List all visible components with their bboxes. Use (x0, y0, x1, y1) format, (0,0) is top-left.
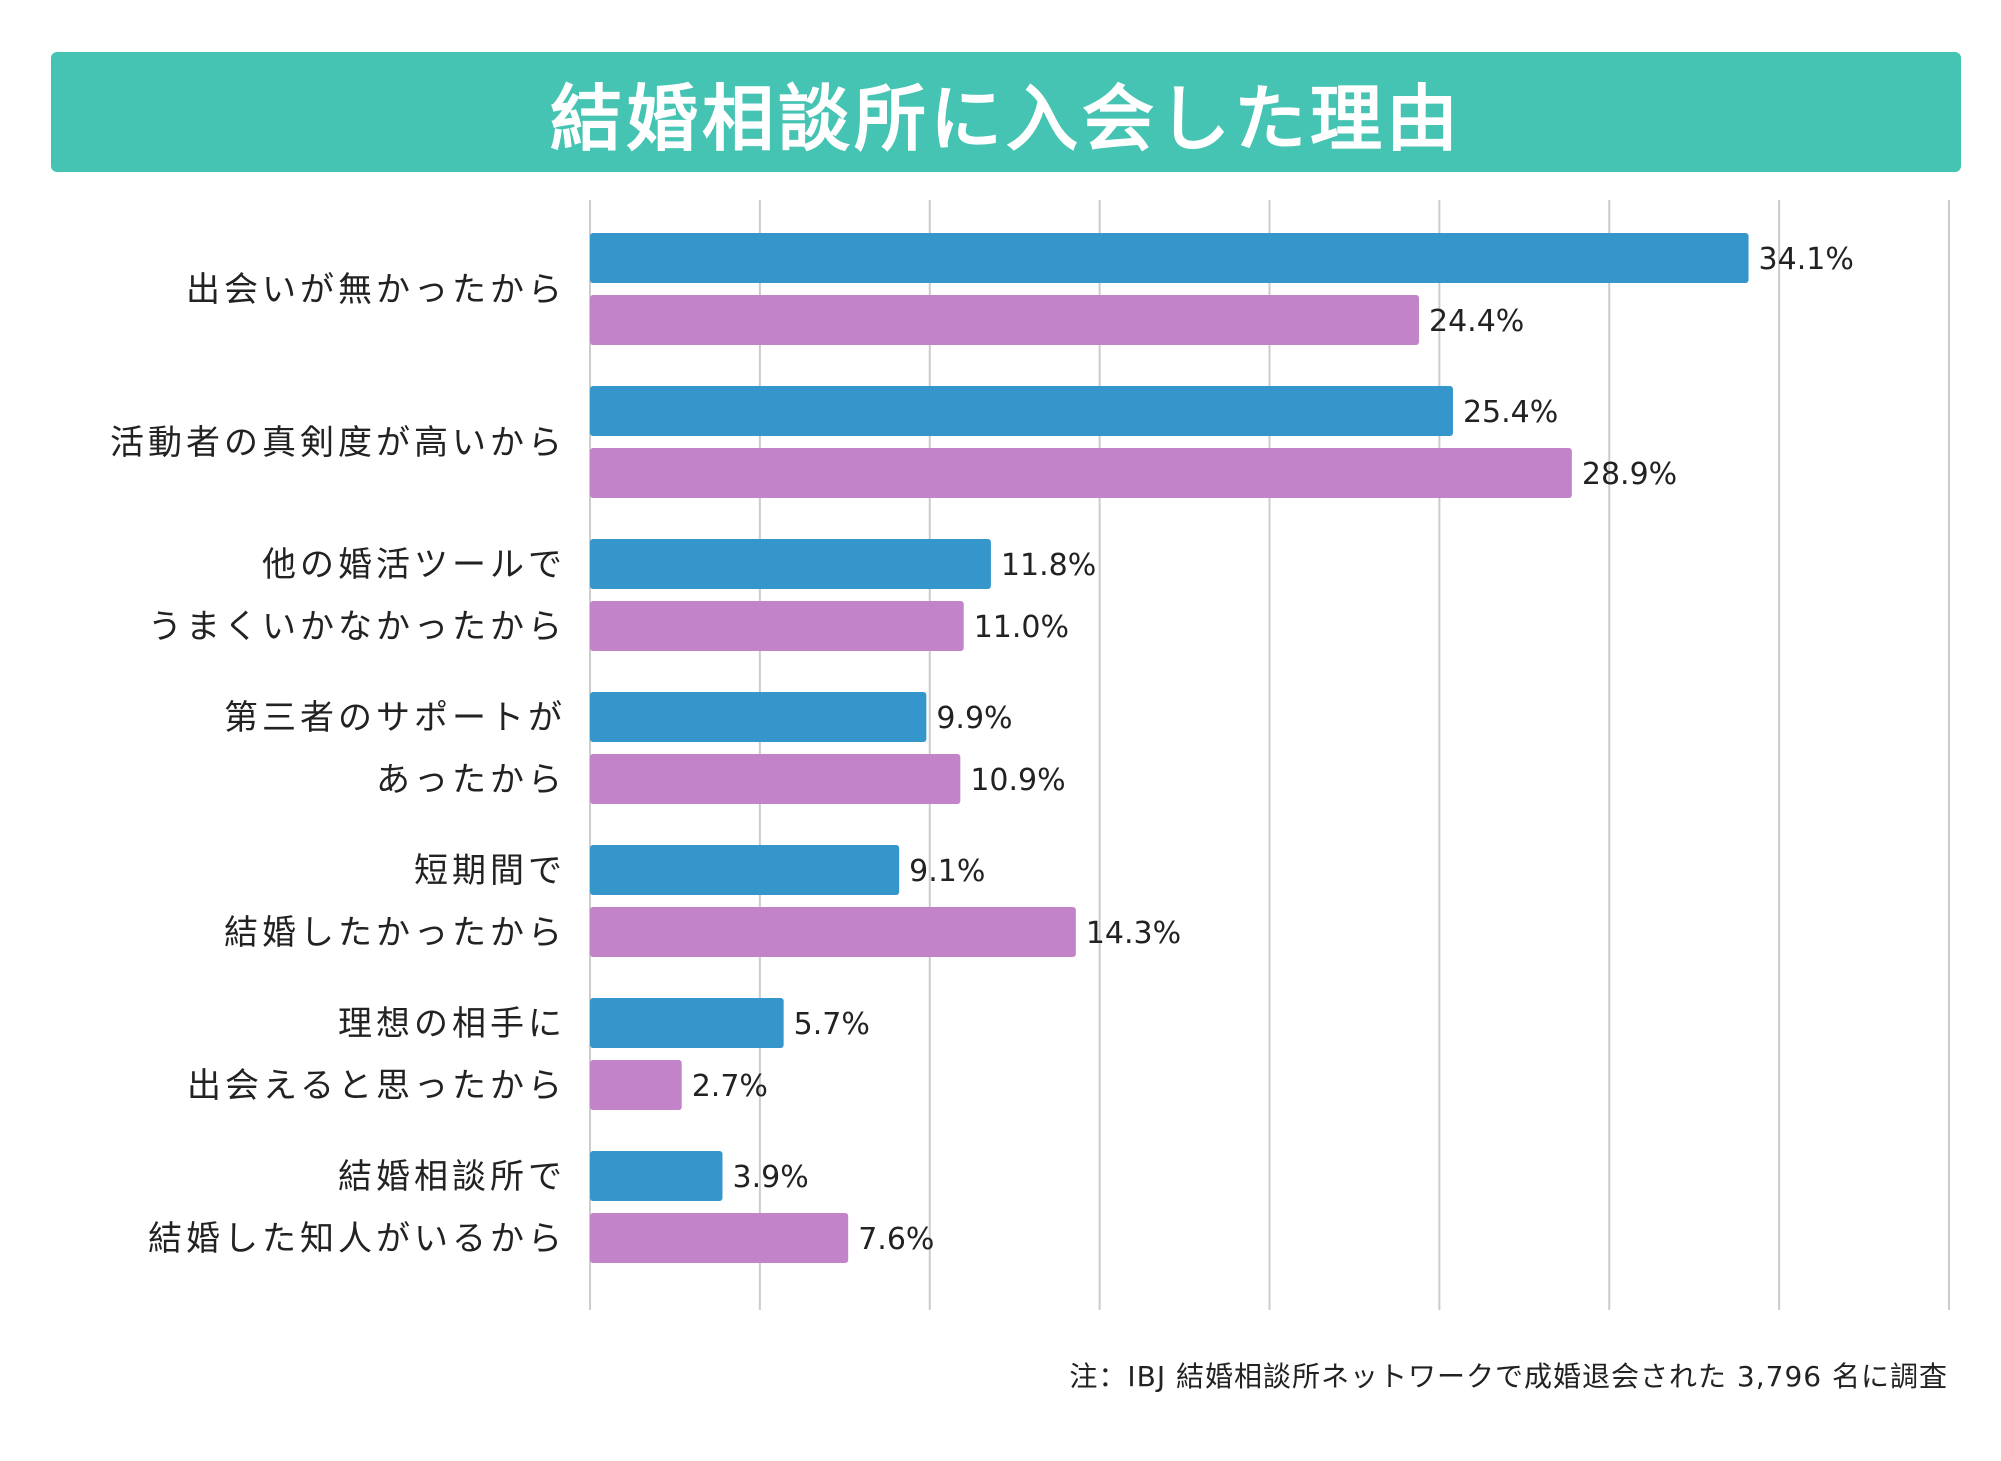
chart-title: 結婚相談所に入会した理由 (549, 76, 1462, 161)
data-label-series-b: 14.3% (1086, 916, 1181, 951)
category-label: 結婚した知人がいるから (148, 1219, 566, 1259)
category-label: 活動者の真剣度が高いから (110, 423, 566, 463)
bar-series-a (590, 845, 900, 895)
category-label: 出会いが無かったから (186, 270, 566, 310)
data-label-series-b: 2.7% (692, 1069, 768, 1104)
category-labels: 出会いが無かったから活動者の真剣度が高いから他の婚活ツールでうまくいかなかったか… (110, 270, 566, 1259)
category-label: うまくいかなかったから (148, 607, 566, 647)
bar-series-a (590, 386, 1453, 436)
data-label-series-b: 11.0% (974, 610, 1069, 645)
category-label: 出会えると思ったから (187, 1066, 566, 1106)
data-label-series-b: 28.9% (1582, 457, 1677, 492)
data-label-series-b: 7.6% (858, 1222, 934, 1257)
bar-series-b (590, 601, 964, 651)
bar-series-a (590, 233, 1749, 283)
bar-series-a (590, 539, 991, 589)
bars: 34.1% 24.4% 25.4% 28.9% 11.8% 11.0% 9.9% 10.9% 9… (590, 233, 1854, 1263)
category-label: 結婚相談所で (338, 1157, 566, 1197)
data-label-series-b: 24.4% (1429, 304, 1524, 339)
bar-series-a (590, 998, 784, 1048)
data-label-series-a: 11.8% (1001, 548, 1096, 583)
bar-series-b (590, 754, 961, 804)
bar-series-b (590, 295, 1419, 345)
title-banner: 結婚相談所に入会した理由 (51, 52, 1961, 172)
bar-series-a (590, 692, 927, 742)
category-label: 結婚したかったから (224, 913, 566, 953)
data-label-series-a: 9.9% (936, 701, 1012, 736)
bar-series-b (590, 907, 1076, 957)
data-label-series-b: 10.9% (970, 763, 1065, 798)
category-label: あったから (376, 760, 566, 800)
category-label: 他の婚活ツールで (262, 545, 566, 585)
footnote: 注：IBJ 結婚相談所ネットワークで成婚退会された 3,796 名に調査 (1069, 1360, 1948, 1393)
category-label: 理想の相手に (338, 1004, 566, 1044)
data-label-series-a: 5.7% (794, 1007, 870, 1042)
category-label: 短期間で (414, 851, 566, 891)
category-label: 第三者のサポートが (224, 698, 566, 738)
bar-series-b (590, 448, 1572, 498)
data-label-series-a: 34.1% (1759, 242, 1854, 277)
bar-series-a (590, 1151, 723, 1201)
data-label-series-a: 3.9% (733, 1160, 809, 1195)
data-label-series-a: 25.4% (1463, 395, 1558, 430)
bar-series-b (590, 1060, 682, 1110)
bar-series-b (590, 1213, 849, 1263)
data-label-series-a: 9.1% (909, 854, 985, 889)
